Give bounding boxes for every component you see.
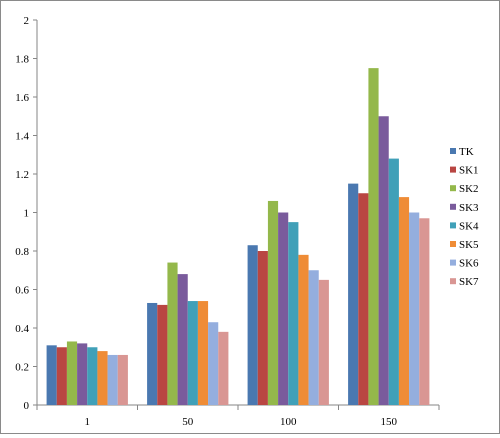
bar-sk3-150 [378,116,389,405]
x-axis: 1 50 100 150 [36,404,440,428]
bar-sk6-50 [208,322,219,405]
y-axis: 0 0.2 0.4 0.6 0.8 1 1.2 1.4 1.6 1.8 2 [15,15,38,412]
x-tick-label: 100 [280,416,297,428]
bar-sk1-1 [56,347,67,405]
x-tick-label: 150 [381,416,398,428]
bar-sk3-1 [77,343,88,405]
bar-tk-150 [348,183,359,405]
bar-sk2-50 [167,262,178,405]
bar-sk5-100 [298,254,309,405]
y-tick-label: 0.4 [15,323,29,335]
legend-swatch [450,203,456,210]
bar-sk4-100 [288,222,299,405]
legend-swatch [450,148,456,154]
y-tick-label: 0 [24,400,30,412]
bar-sk7-50 [218,331,229,405]
y-tick-label: 1.6 [15,92,29,104]
bar-sk5-150 [398,197,410,405]
legend-swatch [450,278,456,285]
bar-tk-50 [147,302,158,405]
bar-sk7-100 [318,279,329,405]
bar-sk3-50 [177,274,188,405]
bar-sk6-100 [308,270,319,405]
bar-sk6-1 [107,354,118,405]
y-tick-label: 1.8 [15,54,29,66]
bar-sk3-100 [278,212,289,405]
legend-swatch [450,222,456,229]
legend-label: TK [459,146,474,158]
bar-sk5-50 [197,301,209,405]
bar-tk-1 [46,345,57,405]
bar-sk4-50 [187,301,198,405]
legend-label: SK7 [459,276,479,288]
y-tick-label: 2 [24,15,30,27]
legend-label: SK4 [459,220,479,232]
y-tick-label: 1 [24,208,30,220]
bar-sk2-1 [66,341,78,405]
y-tick-label: 1.4 [15,131,29,143]
bar-sk1-100 [257,251,268,405]
legend-label: SK5 [459,239,479,251]
x-tick-label: 50 [182,416,194,428]
legend-swatch [450,166,456,173]
y-tick-label: 0.6 [15,285,29,297]
legend-label: SK1 [459,165,479,177]
bar-sk1-50 [157,304,168,405]
y-tick-label: 0.8 [15,246,29,258]
bar-sk7-1 [117,354,128,405]
bar-tk-100 [247,245,258,405]
y-tick-label: 0.2 [15,362,29,374]
bar-sk7-150 [419,218,430,405]
y-tick-label: 1.2 [15,169,29,181]
legend-swatch [450,185,456,192]
bar-sk1-150 [358,193,369,405]
bar-sk2-100 [267,200,279,405]
legend-label: SK2 [459,183,479,195]
bar-sk4-150 [388,158,399,405]
bar-sk5-1 [97,351,108,405]
bar-sk2-150 [368,68,379,405]
bar-series [46,68,430,405]
legend: TK SK1 SK2 SK3 SK4 SK5 SK6 SK7 [450,146,479,288]
legend-label: SK3 [459,202,479,214]
bar-sk4-1 [87,347,98,405]
legend-label: SK6 [459,258,479,270]
x-tick-label: 1 [85,416,91,428]
legend-swatch [450,241,456,247]
legend-swatch [450,259,456,266]
bar-sk6-150 [409,212,420,405]
